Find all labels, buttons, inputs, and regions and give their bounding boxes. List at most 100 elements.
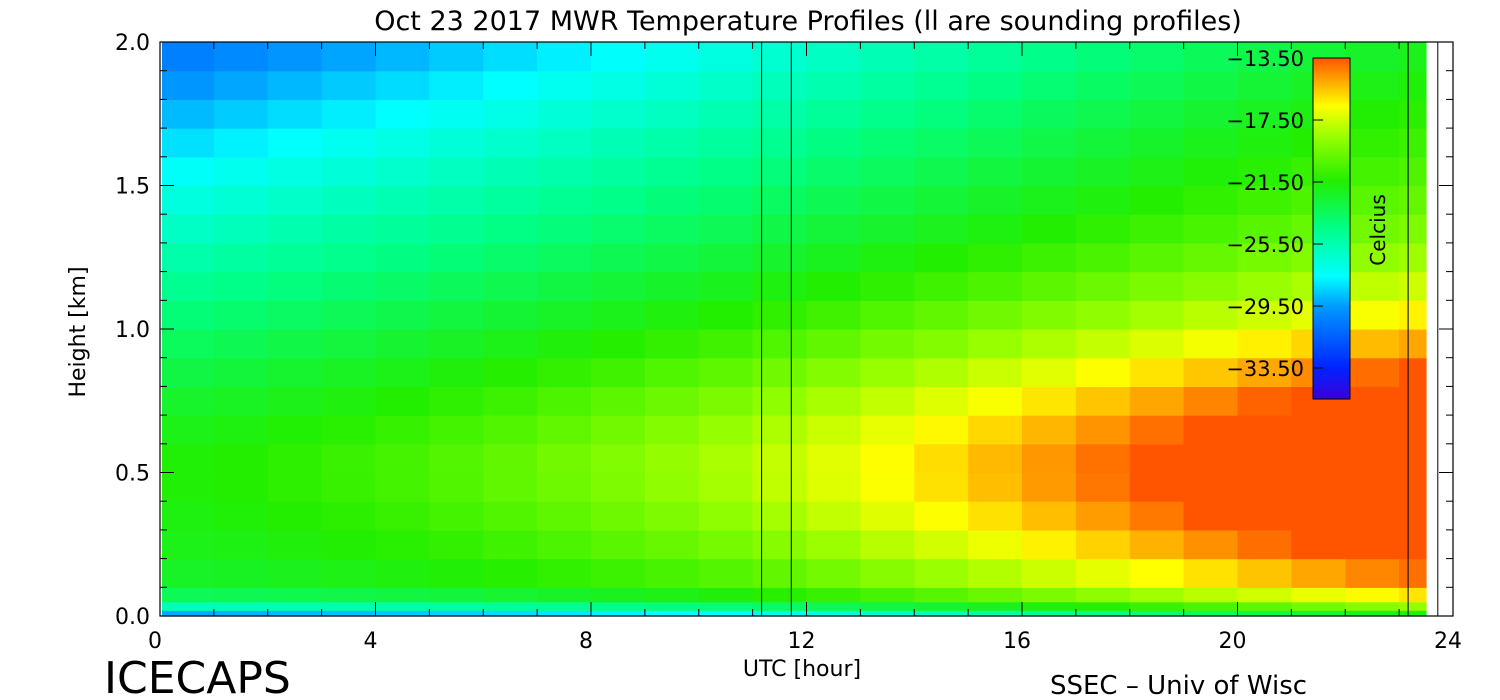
heat-cell	[968, 300, 1023, 330]
heat-cell	[483, 558, 538, 588]
heat-cell	[321, 214, 377, 244]
heat-cell	[213, 386, 269, 416]
colorbar-tick-label: −33.50	[1226, 357, 1304, 381]
heat-cell	[1183, 501, 1239, 531]
heat-cell	[1237, 329, 1292, 359]
heat-cell	[1345, 558, 1400, 588]
heat-cell	[1237, 472, 1292, 502]
heat-cell	[213, 357, 269, 387]
heat-cell	[483, 156, 538, 187]
heat-cell	[375, 415, 430, 445]
heat-cell	[914, 610, 969, 617]
heat-cell	[213, 214, 269, 244]
heat-cell	[267, 601, 323, 611]
heat-cell	[1129, 386, 1185, 416]
heat-cell	[752, 610, 808, 617]
heat-cell	[375, 529, 430, 560]
heat-cell	[752, 472, 808, 502]
heat-cell	[806, 128, 861, 158]
heat-cell	[267, 472, 323, 502]
heat-cell	[806, 472, 861, 502]
heat-cell	[1291, 587, 1346, 603]
heat-cell	[860, 587, 915, 603]
heat-cell	[1345, 529, 1400, 560]
heat-cell	[914, 601, 969, 611]
heat-cell	[321, 610, 377, 617]
heat-cell	[1237, 242, 1292, 273]
heat-cell	[698, 501, 754, 531]
x-tick-label: 12	[788, 629, 816, 654]
heat-cell	[1129, 558, 1185, 588]
heat-cell	[1345, 70, 1400, 100]
heat-cell	[1022, 357, 1077, 387]
heat-cell	[375, 128, 430, 158]
heat-cell	[321, 185, 377, 215]
heat-cell	[267, 610, 323, 617]
heat-cell	[375, 472, 430, 502]
heat-cell	[1022, 128, 1077, 158]
heat-cell	[483, 271, 538, 301]
heat-cell	[1237, 42, 1292, 72]
heat-cell	[1291, 472, 1346, 502]
heat-cell	[591, 386, 646, 416]
heat-cell	[213, 501, 269, 531]
heat-cell	[429, 501, 484, 531]
heat-cell	[752, 386, 808, 416]
heat-cell	[1129, 156, 1185, 187]
heat-cell	[860, 214, 915, 244]
heat-cell	[968, 271, 1023, 301]
heat-cell	[213, 443, 269, 474]
heat-cell	[1345, 300, 1400, 330]
heat-cell	[968, 472, 1023, 502]
heat-cell	[429, 214, 484, 244]
heat-cell	[860, 415, 915, 445]
heat-cell	[591, 415, 646, 445]
heat-cell	[806, 415, 861, 445]
heat-cell	[321, 558, 377, 588]
heat-cell	[698, 128, 754, 158]
heat-cell	[267, 558, 323, 588]
heat-cell	[968, 70, 1023, 100]
heat-cell	[375, 271, 430, 301]
heat-cell	[162, 128, 215, 158]
heat-cell	[1075, 128, 1131, 158]
heat-cell	[537, 128, 592, 158]
heat-cell	[1075, 472, 1131, 502]
heat-cell	[698, 386, 754, 416]
heat-cell	[375, 42, 430, 72]
heat-cell	[1075, 610, 1131, 617]
heat-cell	[806, 587, 861, 603]
heat-cell	[698, 185, 754, 215]
heat-cell	[1075, 357, 1131, 387]
heat-cell	[752, 529, 808, 560]
heat-cell	[1022, 156, 1077, 187]
heat-cell	[483, 99, 538, 129]
heat-cell	[644, 386, 700, 416]
heat-cell	[644, 99, 700, 129]
heat-cell	[1399, 601, 1427, 611]
heat-cell	[537, 271, 592, 301]
heat-cell	[429, 415, 484, 445]
heat-cell	[429, 472, 484, 502]
heat-cell	[806, 185, 861, 215]
heat-cell	[591, 242, 646, 273]
heat-cell	[591, 329, 646, 359]
heat-cell	[914, 300, 969, 330]
heat-cell	[537, 242, 592, 273]
heat-cell	[591, 70, 646, 100]
heat-cell	[1237, 300, 1292, 330]
heat-cell	[213, 529, 269, 560]
heat-cell	[860, 99, 915, 129]
heat-cell	[1183, 214, 1239, 244]
heat-cell	[968, 601, 1023, 611]
y-axis: 0.0 0.5 1.0 1.5 2.0	[115, 31, 1453, 630]
heat-cell	[1345, 271, 1400, 301]
heat-cell	[1129, 501, 1185, 531]
heat-cell	[1022, 42, 1077, 72]
heat-cell	[591, 214, 646, 244]
heat-cell	[483, 610, 538, 617]
heat-cell	[162, 185, 215, 215]
heat-cell	[914, 185, 969, 215]
heat-cell	[914, 357, 969, 387]
heat-cell	[1183, 558, 1239, 588]
